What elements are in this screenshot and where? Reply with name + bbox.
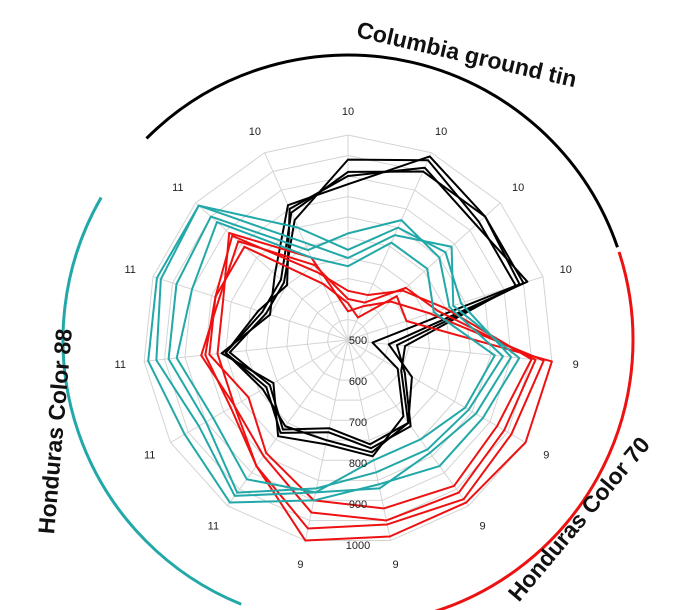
grid-ring [286,277,410,401]
spoke-label: 10 [512,182,524,194]
series-line-8 [208,234,533,510]
spoke-line [347,339,526,443]
spoke-label: 9 [393,559,399,571]
spoke-label: 11 [172,182,183,194]
spoke-labels: 10 10 10 10 9 9 9 9 9 11 11 11 11 11 10 [115,106,579,571]
group-arc-2 [434,251,635,610]
grid-ring [327,318,369,361]
spoke-label: 11 [124,264,135,276]
radial-tick-label: 800 [349,458,367,470]
radial-tick-labels: 500 600 700 800 900 1000 [346,335,370,552]
spoke-label: 10 [342,106,354,118]
grid-ring [265,257,431,421]
series-line-11 [167,215,504,494]
group-label-honduras-color-88: Honduras Color 88 [33,327,77,534]
radial-tick-label: 1000 [346,540,370,552]
radial-tick-label: 900 [349,499,367,511]
spoke-label: 11 [144,450,155,462]
spoke-label: 9 [480,520,486,532]
spoke-label: 10 [249,126,261,138]
group-arc-1 [145,53,619,248]
grid-ring [184,175,512,501]
spoke-line [227,339,349,507]
series-line-5 [204,245,553,542]
series-line-1 [228,158,517,446]
series-line-4 [220,155,521,458]
spoke-line [144,339,349,362]
spoke-label: 11 [115,359,126,371]
radar-series [147,155,553,542]
spoke-label: 11 [208,520,219,532]
spoke-line [264,152,349,341]
series-line-10 [155,204,513,497]
spoke-label: 10 [435,126,447,138]
spoke-line [347,152,432,341]
group-arcs [61,53,635,610]
grid-ring [306,298,390,381]
spoke-line [170,339,349,443]
spoke-line [347,339,392,541]
series-line-6 [216,232,545,530]
radial-tick-label: 700 [349,417,367,429]
spoke-label: 9 [543,450,549,462]
spoke-line [152,276,349,341]
radial-tick-label: 500 [349,335,367,347]
spoke-line [347,202,501,341]
group-label-honduras-color-70: Honduras Color 70 [503,432,655,606]
spoke-label: 9 [297,559,303,571]
spoke-label: 9 [573,359,579,371]
series-line-12 [175,221,496,494]
spoke-line [195,202,349,341]
radial-tick-label: 600 [349,376,367,388]
grid-ring [143,134,553,542]
spoke-label: 10 [560,264,572,276]
group-arc-3 [61,196,242,606]
